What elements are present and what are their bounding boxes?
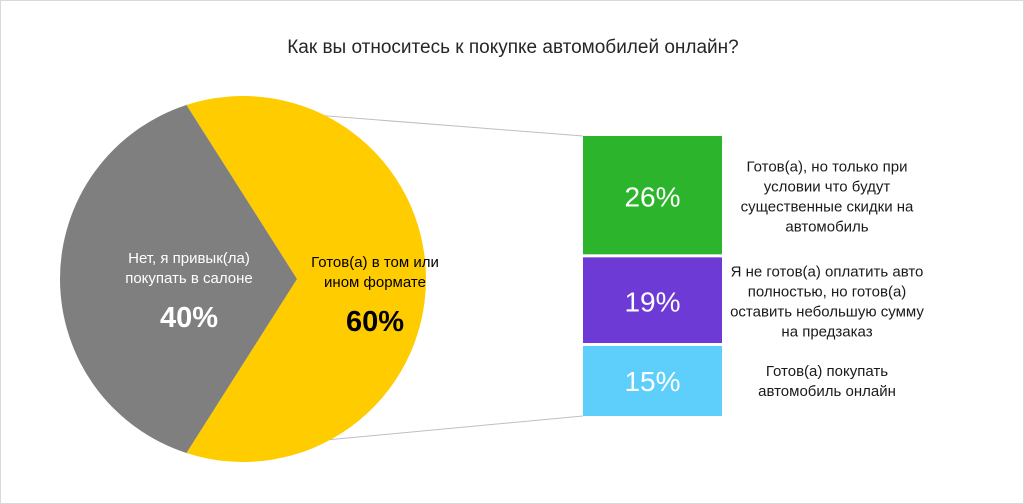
bar-segment-note-2: Я не готов(а) оплатить авто <box>731 264 924 281</box>
pie-slice-value-not-ready: 40% <box>160 302 218 334</box>
bar-segment-note-1: Готов(а), но только при <box>747 159 908 176</box>
bar-segment-value-2: 19% <box>624 287 680 318</box>
bar-segment-note-1: условии что будут <box>764 179 891 196</box>
bar-segment-3 <box>583 346 722 416</box>
pie-slice-label-not-ready: покупать в салоне <box>125 270 253 287</box>
bar-segment-note-2: полностью, но готов(а) <box>748 284 907 301</box>
pie-slice-label-ready: ином формате <box>324 274 426 291</box>
pie: Нет, я привык(ла) покупать в салоне 40% Гот… <box>60 96 439 462</box>
breakdown-bar: 26% 19% 15% Готов(а), но только при условии … <box>583 136 924 416</box>
bar-segment-value-3: 15% <box>624 366 680 397</box>
pie-slice-not-ready <box>60 104 297 454</box>
bar-segment-note-3: автомобиль онлайн <box>758 383 896 400</box>
bar-segment-note-2: на предзаказ <box>781 324 872 341</box>
bar-segment-note-1: автомобиль <box>785 219 868 236</box>
bar-segment-2 <box>583 257 722 343</box>
pie-slice-label-ready: Готов(а) в том или <box>311 254 439 271</box>
pie-slice-label-not-ready: Нет, я привык(ла) <box>128 250 250 267</box>
bar-segment-value-1: 26% <box>624 182 680 213</box>
bar-segment-note-1: существенные скидки на <box>741 199 914 216</box>
pie-slice-ready <box>186 96 426 462</box>
bar-segment-1 <box>583 136 722 255</box>
pie-slice-value-ready: 60% <box>346 306 404 338</box>
bar-segment-note-2: оставить небольшую сумму <box>730 304 924 321</box>
chart-title: Как вы относитесь к покупке автомобилей … <box>287 37 739 58</box>
bar-segment-note-3: Готов(а) покупать <box>766 363 888 380</box>
